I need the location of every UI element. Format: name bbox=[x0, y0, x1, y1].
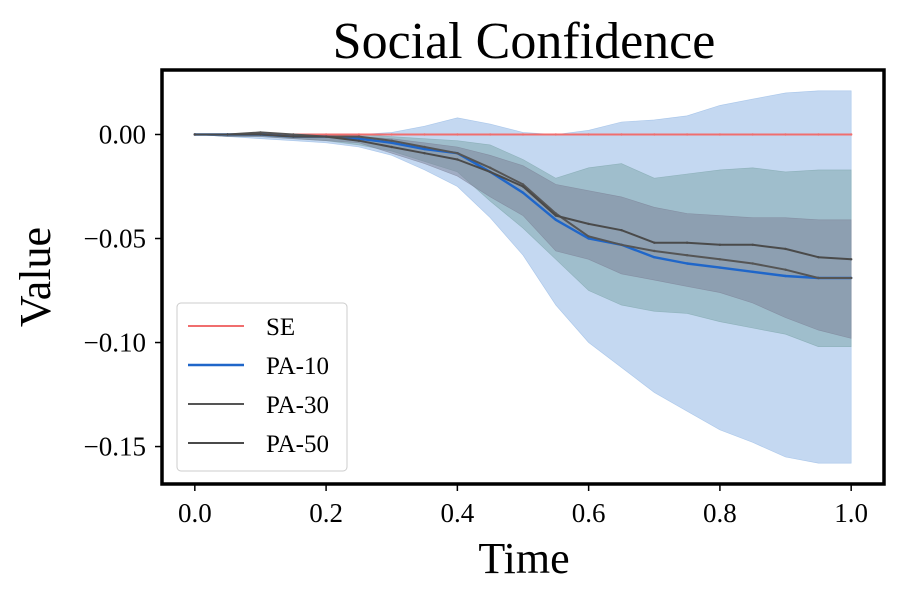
legend-label-pa-30: PA-30 bbox=[266, 392, 329, 419]
series-lines bbox=[193, 131, 853, 280]
y-tick-label: −0.05 bbox=[84, 224, 146, 254]
data-point-pa-10 bbox=[685, 262, 689, 265]
data-point-pa-50 bbox=[390, 145, 393, 149]
data-point-pa-10 bbox=[390, 141, 393, 144]
data-point-pa-50 bbox=[620, 229, 623, 232]
data-point-pa-50 bbox=[456, 158, 459, 161]
chart-title: Social Confidence bbox=[333, 13, 716, 70]
data-point-se bbox=[685, 133, 689, 136]
y-tick-label: −0.15 bbox=[84, 432, 146, 462]
legend-label-se: SE bbox=[266, 314, 295, 341]
x-axis-label: Time bbox=[478, 534, 569, 583]
data-point-pa-30 bbox=[456, 152, 459, 155]
data-point-pa-30 bbox=[784, 268, 787, 271]
x-tick-label: 0.4 bbox=[440, 498, 474, 528]
data-point-pa-30 bbox=[259, 131, 262, 134]
x-tick-label: 0.0 bbox=[178, 498, 212, 528]
data-point-pa-10 bbox=[751, 270, 754, 273]
data-point-pa-50 bbox=[259, 133, 262, 136]
data-point-se bbox=[817, 133, 820, 136]
y-axis-label: Value bbox=[11, 227, 60, 327]
data-point-pa-50 bbox=[751, 243, 754, 246]
x-tick-label: 0.6 bbox=[572, 498, 606, 528]
data-point-se bbox=[423, 133, 426, 136]
data-point-pa-50 bbox=[423, 152, 426, 155]
legend-box bbox=[176, 302, 348, 472]
data-point-pa-10 bbox=[521, 191, 525, 194]
data-point-pa-50 bbox=[554, 214, 557, 217]
data-point-pa-50 bbox=[324, 135, 328, 138]
x-tick-label: 1.0 bbox=[834, 498, 868, 528]
data-point-se bbox=[521, 133, 525, 136]
data-point-pa-30 bbox=[489, 166, 492, 169]
data-point-pa-30 bbox=[620, 243, 623, 246]
data-point-pa-30 bbox=[653, 249, 656, 253]
confidence-bands bbox=[194, 90, 852, 464]
data-point-se bbox=[784, 133, 787, 136]
data-point-pa-10 bbox=[423, 147, 426, 151]
legend-label-pa-50: PA-50 bbox=[266, 431, 329, 458]
axis-ticks: 0.0 0.2 0.4 0.6 0.8 1.0 0.00 −0.05 −0.10 −0.15 bbox=[84, 119, 869, 528]
data-point-pa-10 bbox=[784, 274, 787, 278]
data-point-pa-50 bbox=[850, 258, 853, 261]
data-point-pa-30 bbox=[850, 276, 853, 280]
y-tick-label: 0.00 bbox=[99, 119, 146, 149]
data-point-se bbox=[390, 133, 393, 136]
data-point-se bbox=[653, 133, 656, 136]
plot-frame bbox=[160, 68, 886, 486]
data-point-pa-30 bbox=[423, 145, 426, 149]
data-point-pa-50 bbox=[718, 243, 722, 246]
data-point-pa-10 bbox=[718, 266, 722, 269]
data-point-pa-30 bbox=[587, 235, 590, 238]
data-point-pa-10 bbox=[587, 237, 590, 240]
data-point-pa-30 bbox=[292, 133, 295, 136]
data-point-se bbox=[718, 133, 722, 136]
data-point-se bbox=[850, 133, 853, 136]
data-point-pa-30 bbox=[357, 135, 361, 138]
data-point-se bbox=[456, 133, 459, 136]
data-point-se bbox=[554, 133, 557, 136]
data-point-pa-50 bbox=[817, 256, 820, 259]
data-point-pa-10 bbox=[357, 137, 361, 140]
data-point-pa-50 bbox=[226, 133, 229, 136]
data-point-pa-50 bbox=[489, 170, 492, 174]
data-point-pa-10 bbox=[653, 256, 656, 259]
data-point-pa-50 bbox=[685, 241, 689, 244]
data-point-pa-30 bbox=[817, 276, 820, 280]
data-point-pa-50 bbox=[784, 247, 787, 251]
data-point-pa-50 bbox=[292, 135, 295, 138]
data-point-se bbox=[324, 133, 328, 136]
data-point-pa-50 bbox=[193, 133, 196, 136]
legend: SE PA-10 PA-30 PA-50 bbox=[176, 302, 348, 472]
data-point-pa-30 bbox=[390, 139, 393, 142]
y-tick-label: −0.10 bbox=[84, 328, 146, 358]
data-point-se bbox=[587, 133, 590, 136]
data-point-se bbox=[357, 133, 361, 136]
data-point-pa-30 bbox=[718, 258, 722, 261]
data-point-se bbox=[489, 133, 492, 136]
data-point-pa-30 bbox=[521, 183, 525, 186]
legend-label-pa-10: PA-10 bbox=[266, 353, 329, 380]
x-tick-label: 0.2 bbox=[309, 498, 343, 528]
data-point-pa-30 bbox=[751, 262, 754, 265]
data-point-pa-50 bbox=[357, 139, 361, 142]
x-tick-label: 0.8 bbox=[703, 498, 737, 528]
data-point-pa-50 bbox=[521, 185, 525, 188]
data-point-se bbox=[620, 133, 623, 136]
data-point-pa-50 bbox=[653, 241, 656, 244]
data-point-se bbox=[751, 133, 754, 136]
data-point-pa-10 bbox=[554, 218, 557, 221]
data-point-pa-30 bbox=[685, 254, 689, 257]
data-point-pa-50 bbox=[587, 222, 590, 226]
